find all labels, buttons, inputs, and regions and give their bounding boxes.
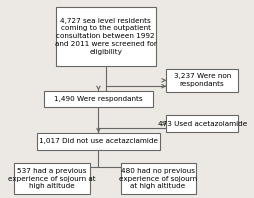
- Text: 473 Used acetazolamide: 473 Used acetazolamide: [157, 121, 246, 127]
- FancyBboxPatch shape: [43, 91, 153, 107]
- Text: 3,237 Were non
respondants: 3,237 Were non respondants: [173, 73, 230, 87]
- Text: 1,490 Were respondants: 1,490 Were respondants: [54, 96, 142, 102]
- FancyBboxPatch shape: [166, 69, 237, 92]
- Text: 4,727 sea level residents
coming to the outpatient
consultation between 1992
and: 4,727 sea level residents coming to the …: [55, 18, 156, 55]
- Text: 537 had a previous
experience of sojourn at
high altitude: 537 had a previous experience of sojourn…: [8, 168, 96, 189]
- Text: 1,017 Did not use acetazclamide: 1,017 Did not use acetazclamide: [39, 138, 157, 144]
- FancyBboxPatch shape: [166, 115, 237, 132]
- FancyBboxPatch shape: [14, 163, 89, 194]
- Text: 480 had no previous
experience of sojourn
at high altitude: 480 had no previous experience of sojour…: [119, 168, 196, 189]
- FancyBboxPatch shape: [36, 133, 160, 150]
- FancyBboxPatch shape: [120, 163, 195, 194]
- FancyBboxPatch shape: [55, 7, 155, 66]
